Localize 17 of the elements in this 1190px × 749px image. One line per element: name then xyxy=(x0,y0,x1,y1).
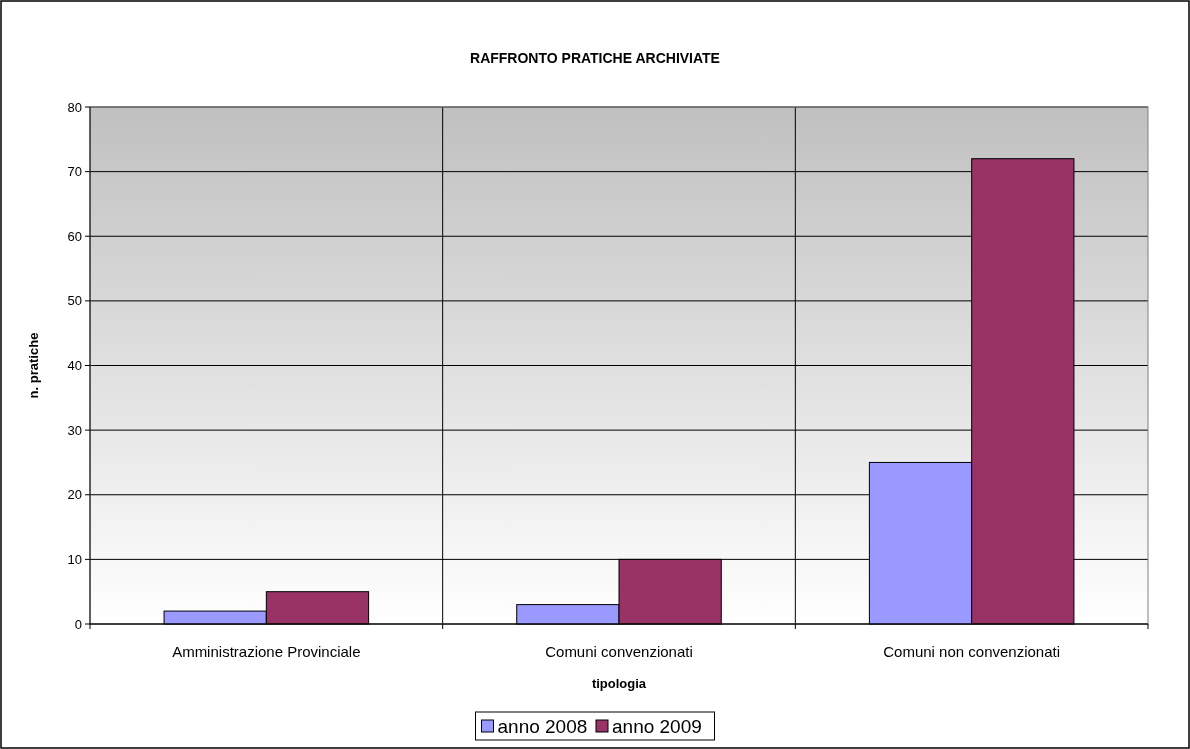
y-tick-label: 70 xyxy=(67,164,82,180)
y-tick-label: 30 xyxy=(67,422,82,438)
chart-title: RAFFRONTO PRATICHE ARCHIVIATE xyxy=(470,50,720,66)
legend-label: anno 2009 xyxy=(612,715,702,737)
x-tick-label: Comuni non convenzionati xyxy=(883,643,1061,660)
y-tick-label: 60 xyxy=(67,228,82,244)
y-axis-title: n. pratiche xyxy=(26,332,41,399)
y-tick-label: 50 xyxy=(67,293,82,309)
x-tick-label: Amministrazione Provinciale xyxy=(172,643,361,660)
y-tick-label: 20 xyxy=(67,487,82,503)
legend-label: anno 2008 xyxy=(497,715,588,737)
x-tick-label: Comuni convenzionati xyxy=(545,643,693,660)
x-axis-title: tipologia xyxy=(591,676,647,691)
y-tick-label: 80 xyxy=(67,99,82,115)
y-tick-label: 40 xyxy=(67,358,82,374)
y-tick-label: 10 xyxy=(67,551,82,567)
y-tick-label: 0 xyxy=(74,616,82,632)
